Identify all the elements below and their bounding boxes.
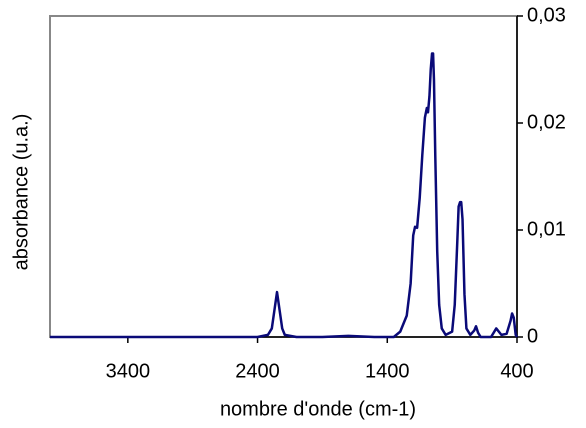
spectrum-line [50,52,519,339]
x-tick-label: 1400 [365,360,410,382]
y-tick-label: 0,01 [527,218,566,240]
y-axis-title: absorbance (u.a.) [10,114,32,271]
x-tick-label: 3400 [106,360,151,382]
y-tick-label: 0,02 [527,111,566,133]
x-tick-label: 400 [500,360,533,382]
y-tick-label: 0,03 [527,4,566,26]
x-tick-label: 2400 [235,360,280,382]
plot-frame [49,15,518,338]
y-tick-label: 0 [527,325,538,347]
x-axis-title: nombre d'onde (cm-1) [220,398,416,420]
